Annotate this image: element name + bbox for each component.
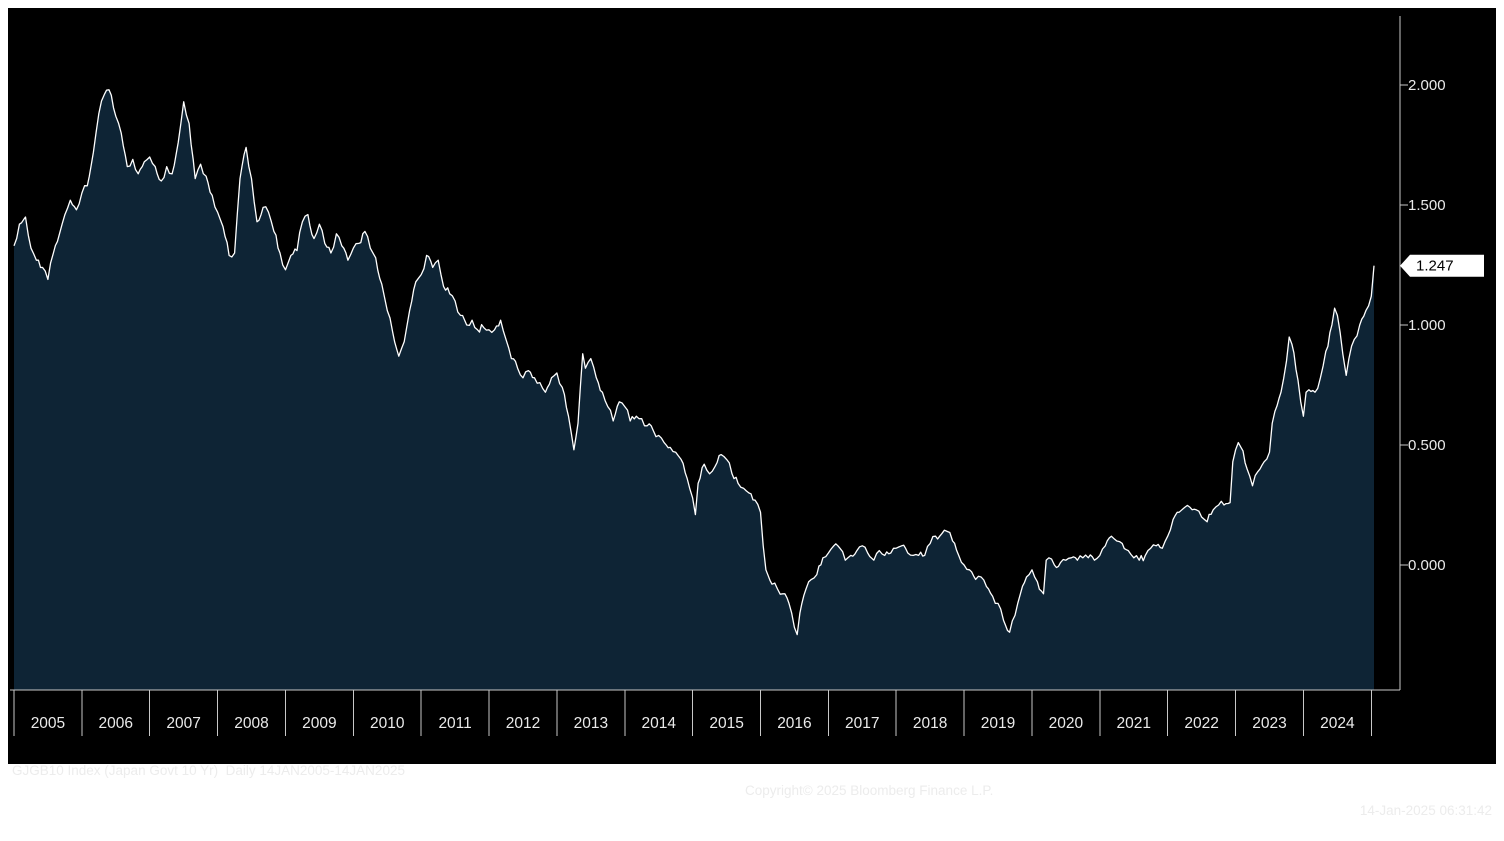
timestamp: 14-Jan-2025 06:31:42	[1359, 803, 1492, 818]
status-bar: GJGB10 Index (Japan Govt 10 Yr) Daily 14…	[8, 741, 1496, 818]
series-area	[14, 89, 1374, 691]
x-axis-label: 2009	[302, 715, 336, 732]
x-axis-label: 2016	[777, 715, 811, 732]
x-axis-label: 2010	[370, 715, 405, 732]
y-axis-label: 0.500	[1408, 437, 1446, 454]
last-price-label: 1.247	[1416, 258, 1454, 275]
yield-chart[interactable]: 2.000 1.500 1.000 0.500 0.000 2005 2006 2007 200…	[8, 8, 1496, 764]
x-axis-label: 2018	[913, 715, 947, 732]
chart-area: 2.000 1.500 1.000 0.500 0.000 2005 2006 2007 200…	[8, 8, 1496, 818]
x-axis-label: 2024	[1320, 715, 1355, 732]
x-axis-label: 2017	[845, 715, 879, 732]
page: { "chart_data": { "type": "area", "title…	[8, 8, 1496, 818]
chart-description: GJGB10 Index (Japan Govt 10 Yr) Daily 14…	[12, 763, 405, 778]
series-line	[13, 89, 1375, 636]
x-axis-label: 2007	[166, 715, 200, 732]
x-axis-label: 2013	[574, 715, 608, 732]
x-axis-label: 2023	[1252, 715, 1286, 732]
y-axis-label: 1.000	[1408, 317, 1446, 334]
y-axis-label: 1.500	[1408, 197, 1446, 214]
x-axis-label: 2008	[234, 715, 268, 732]
x-axis-label: 2006	[99, 715, 133, 732]
x-axis-label: 2014	[641, 715, 676, 732]
x-axis-label: 2022	[1184, 715, 1218, 732]
copyright-text: Copyright© 2025 Bloomberg Finance L.P.	[745, 783, 994, 798]
x-axis-label: 2021	[1117, 715, 1151, 732]
x-axis-label: 2012	[506, 715, 540, 732]
x-axis-label: 2020	[1049, 715, 1084, 732]
y-axis-label: 2.000	[1408, 77, 1446, 94]
x-axis-label: 2005	[31, 715, 65, 732]
x-axis-label: 2019	[981, 715, 1015, 732]
x-axis-label: 2011	[438, 715, 471, 732]
last-price-marker	[1400, 254, 1484, 277]
x-axis-label: 2015	[709, 715, 743, 732]
y-axis-label: 0.000	[1408, 557, 1446, 574]
